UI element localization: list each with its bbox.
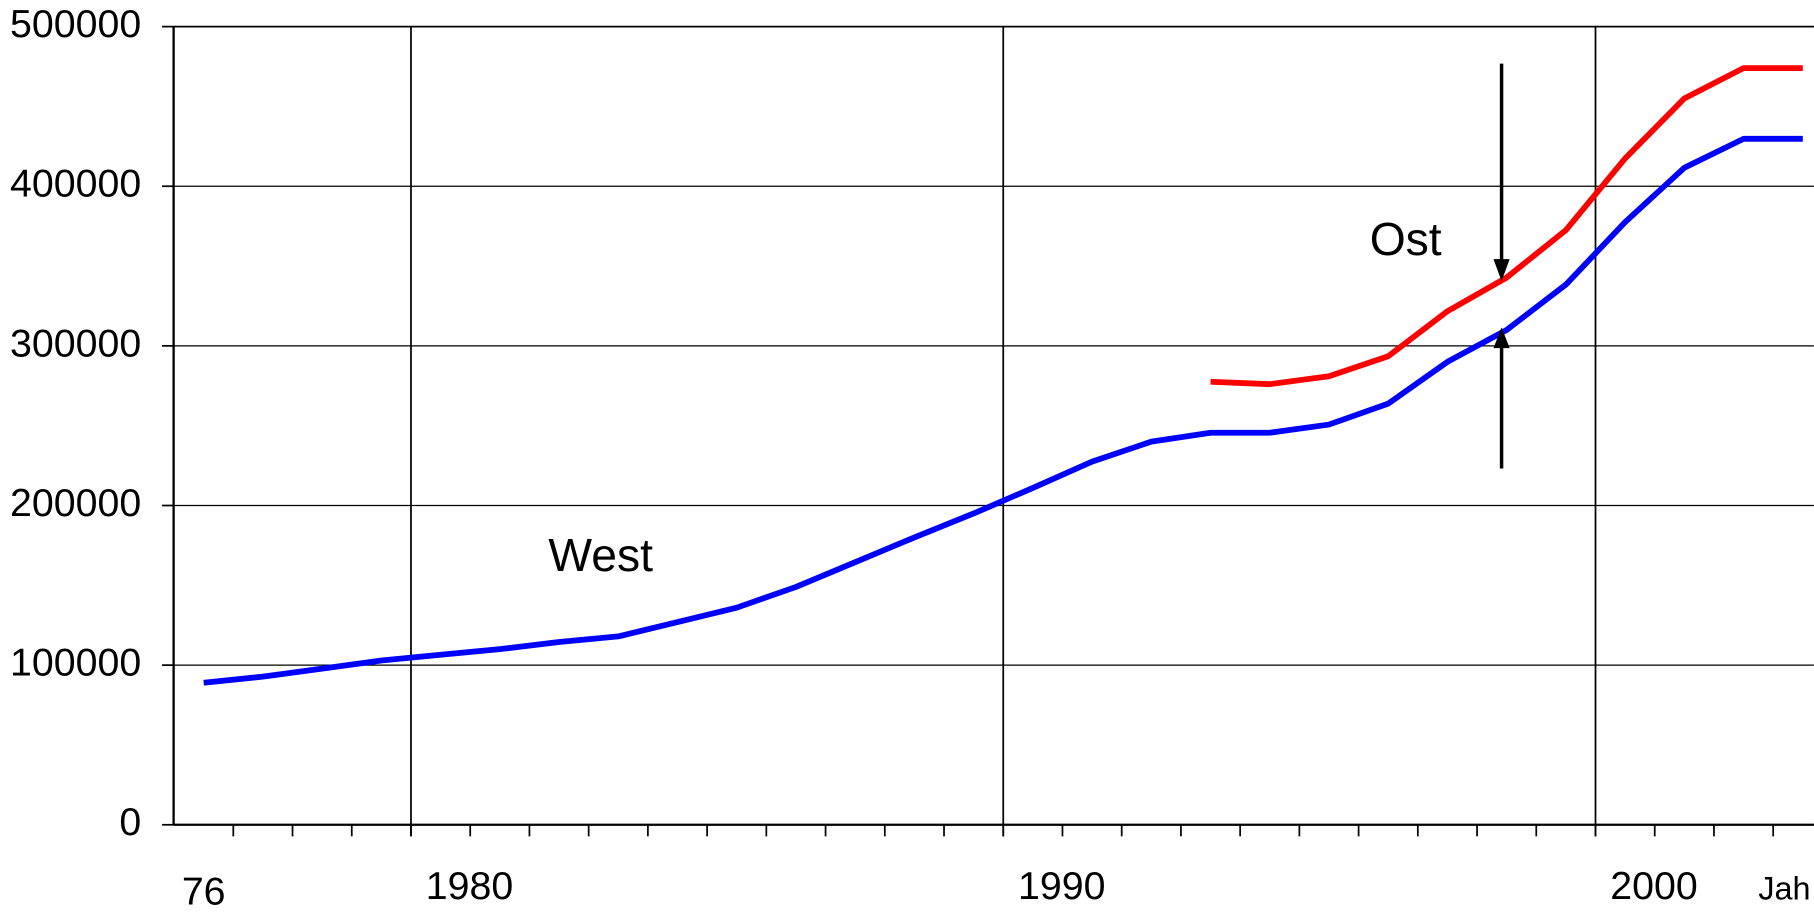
- x-tick-label: 76: [182, 870, 226, 914]
- y-tick-label: 500000: [10, 2, 141, 46]
- series-line: [1210, 65, 1803, 388]
- x-axis-label: Jah: [1758, 870, 1810, 906]
- y-tick-label: 400000: [10, 162, 141, 206]
- x-tick-label: 1990: [1018, 864, 1105, 908]
- series-line: [203, 135, 1803, 686]
- y-tick-label: 200000: [10, 481, 141, 525]
- annotation: West: [548, 529, 653, 581]
- y-tick-label: 0: [119, 800, 141, 844]
- y-tick-label: 300000: [10, 321, 141, 365]
- annotation: Ost: [1370, 213, 1442, 265]
- arrow-up: [1493, 327, 1510, 469]
- series-layer: [203, 65, 1803, 686]
- y-tick-label: 100000: [10, 641, 141, 685]
- x-tick-label: 2000: [1610, 864, 1697, 908]
- arrow-down: [1493, 63, 1510, 282]
- grid: [162, 25, 1814, 837]
- x-tick-label: 1980: [426, 864, 513, 908]
